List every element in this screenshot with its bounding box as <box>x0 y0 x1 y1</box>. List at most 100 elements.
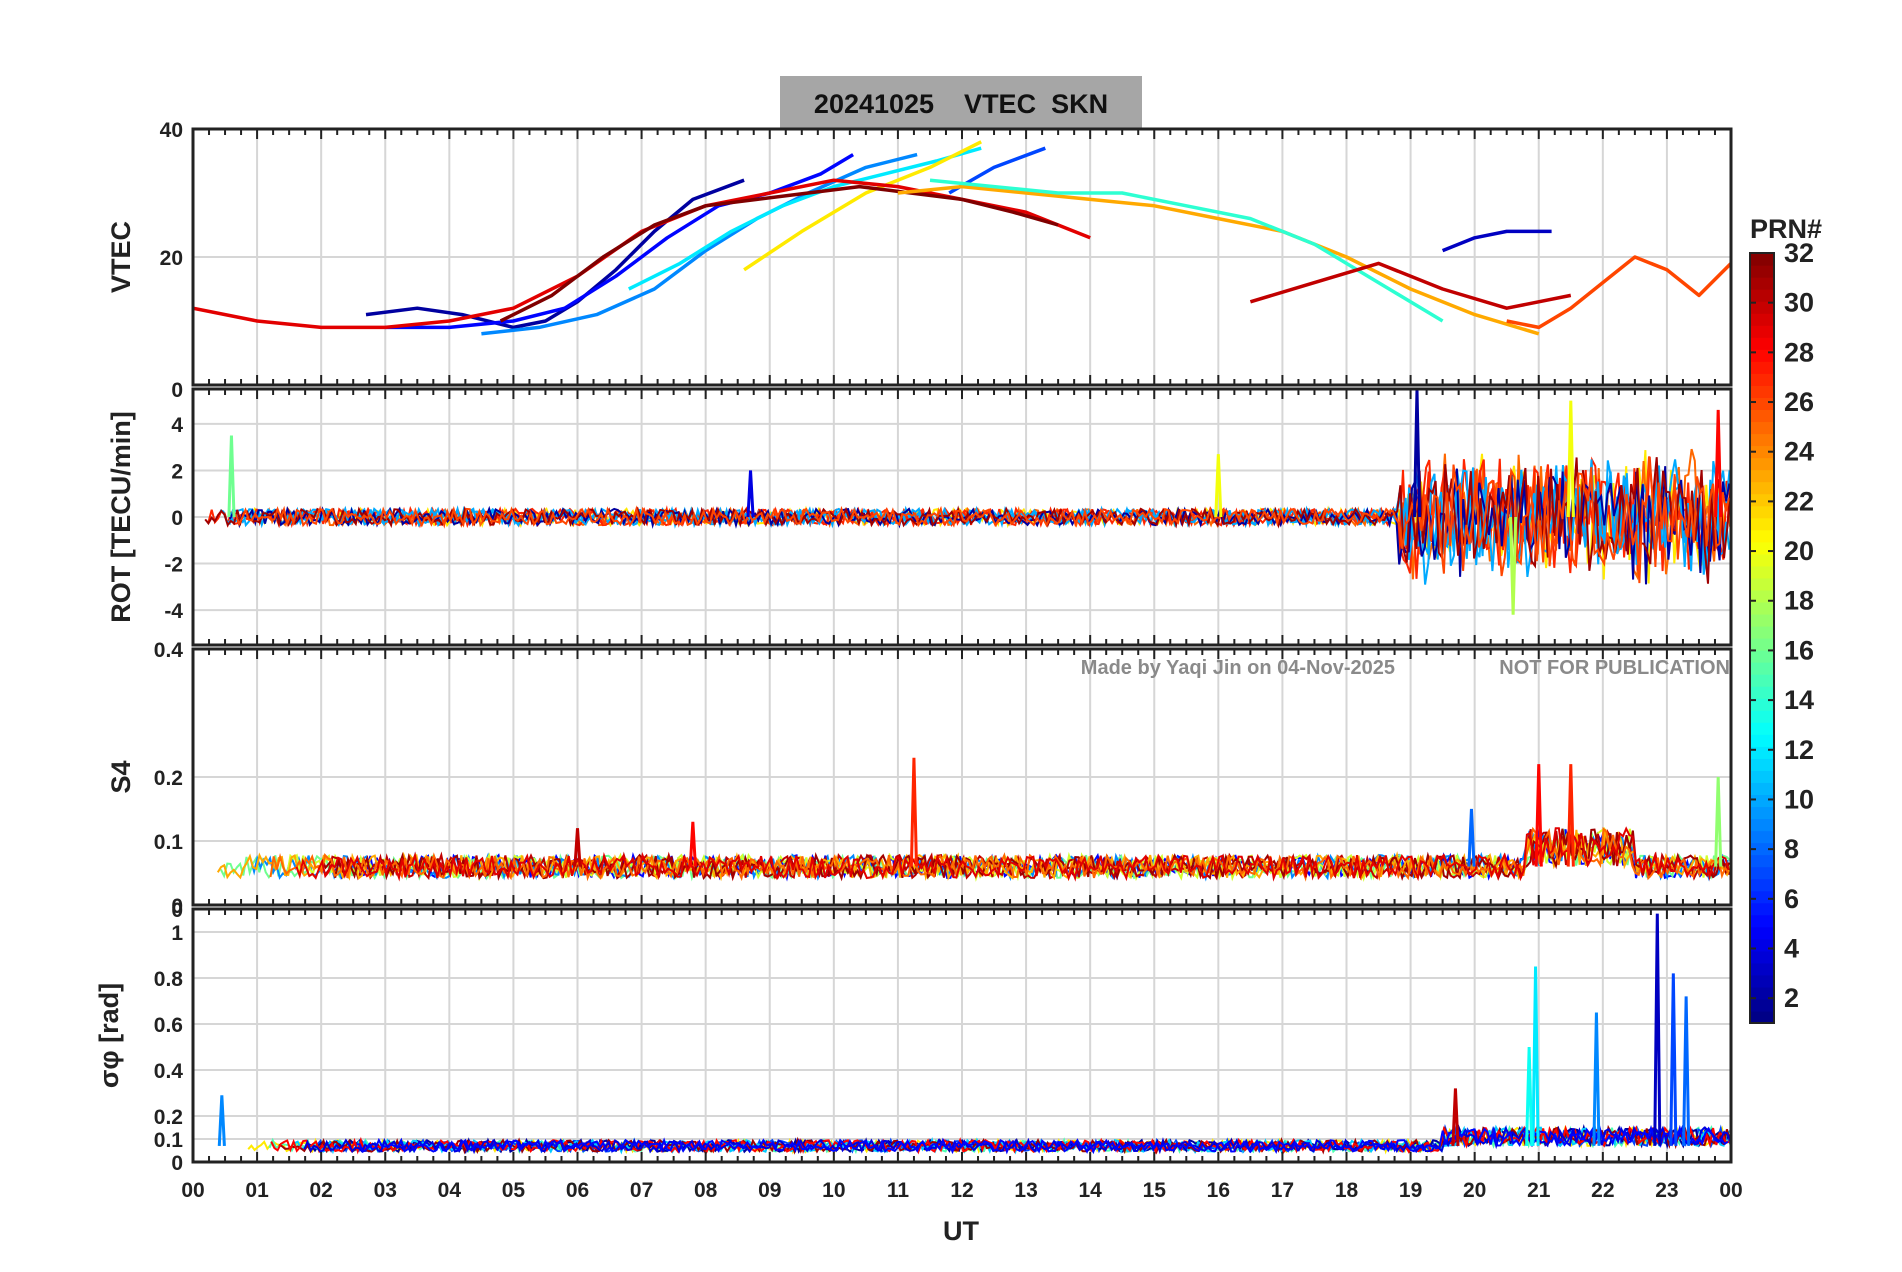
colorbar-stripe <box>1750 794 1774 808</box>
series-line-prn-30 <box>1249 261 1572 310</box>
spike-mark <box>1714 776 1723 867</box>
x-tick-label: 00 <box>1719 1179 1742 1202</box>
panel-s4: 0 0.1 0.2 0.4 S4 <box>106 639 1733 918</box>
colorbar-tick-label: 26 <box>1784 387 1814 417</box>
colorbar-stripe <box>1750 842 1774 856</box>
y-tick-label: 40 <box>160 119 183 142</box>
colorbar-stripe <box>1750 385 1774 398</box>
colorbar-tick-label: 12 <box>1784 735 1814 765</box>
series-line-prn-3 <box>1441 229 1552 253</box>
x-tick-label: 14 <box>1078 1179 1102 1202</box>
colorbar-stripe <box>1750 577 1774 591</box>
spike-mark <box>1451 1088 1460 1146</box>
x-tick-label: 21 <box>1527 1179 1551 1202</box>
colorbar-stripe <box>1750 854 1774 868</box>
x-tick-label: 22 <box>1591 1179 1614 1202</box>
colorbar-stripe <box>1750 698 1774 711</box>
colorbar-stripe <box>1750 890 1774 904</box>
y-tick-label: 0.1 <box>154 831 184 854</box>
x-tick-label: 20 <box>1463 1179 1486 1202</box>
y-top-label: 0 <box>171 899 183 922</box>
colorbar-stripe <box>1750 397 1774 411</box>
colorbar-tick-label: 24 <box>1784 437 1814 467</box>
x-tick-label: 19 <box>1399 1179 1422 1202</box>
noise-trace <box>295 826 1730 882</box>
colorbar-stripe <box>1750 541 1774 555</box>
colorbar-stripe <box>1750 650 1774 663</box>
x-tick-label: 17 <box>1271 1179 1294 1202</box>
colorbar-stripe <box>1750 373 1774 386</box>
colorbar-stripe <box>1750 505 1774 519</box>
spike-mark <box>1592 1012 1601 1146</box>
chart-title: 20241025 VTEC SKN <box>780 76 1142 128</box>
panel-data <box>204 389 1731 615</box>
colorbar-stripe <box>1750 553 1774 567</box>
spike-mark <box>573 828 582 867</box>
colorbar-stripe <box>1750 481 1774 495</box>
x-tick-label: 16 <box>1207 1179 1230 1202</box>
noise-trace <box>356 1124 1729 1155</box>
colorbar-stripe <box>1750 806 1774 820</box>
x-tick-label: 08 <box>694 1179 718 1202</box>
x-tick-label: 09 <box>758 1179 781 1202</box>
colorbar-tick-label: 22 <box>1784 486 1814 516</box>
x-tick-label: 23 <box>1655 1179 1678 1202</box>
colorbar-tick-label: 10 <box>1784 784 1814 814</box>
x-tick-label: 03 <box>374 1179 397 1202</box>
colorbar-tick-label: 4 <box>1784 933 1799 963</box>
colorbar-stripe <box>1750 253 1774 266</box>
colorbar-stripe <box>1750 301 1774 314</box>
y-axis-label-s4: S4 <box>106 760 136 793</box>
series-line-prn-9 <box>481 152 918 336</box>
colorbar-stripe <box>1750 601 1774 615</box>
x-tick-label: 02 <box>309 1179 332 1202</box>
spike-mark <box>1669 973 1678 1146</box>
colorbar-stripe <box>1750 974 1774 988</box>
colorbar-label: PRN# <box>1750 214 1822 244</box>
colorbar-stripe <box>1750 674 1774 687</box>
x-tick-label: 00 <box>181 1179 204 1202</box>
colorbar-stripe <box>1750 625 1774 639</box>
x-tick-label: 06 <box>566 1179 589 1202</box>
colorbar-stripe <box>1750 613 1774 627</box>
spike-mark <box>746 470 755 518</box>
colorbar-stripe <box>1750 902 1774 916</box>
panel-data <box>217 913 1731 1155</box>
colorbar-stripe <box>1750 493 1774 507</box>
x-tick-label: 05 <box>502 1179 526 1202</box>
y-tick-label: -4 <box>164 600 183 623</box>
colorbar-stripe <box>1750 517 1774 531</box>
colorbar-stripe <box>1750 866 1774 880</box>
series-line-prn-23 <box>897 184 1540 336</box>
colorbar-stripe <box>1750 830 1774 844</box>
colorbar-stripe <box>1750 638 1774 651</box>
colorbar-stripe <box>1750 565 1774 579</box>
spike-mark <box>1714 409 1723 518</box>
y-tick-label: 4 <box>171 414 183 437</box>
colorbar-stripe <box>1750 337 1774 350</box>
title-text: 20241025 VTEC SKN <box>814 89 1108 119</box>
panel-rot: -4 -2 0 2 4 0 ROT [TECU/min] <box>106 379 1733 647</box>
y-axis-label-sigma_phi: σφ [rad] <box>94 983 124 1088</box>
colorbar-stripe <box>1750 782 1774 796</box>
colorbar-frame <box>1749 252 1775 1024</box>
x-tick-label: 01 <box>245 1179 269 1202</box>
colorbar-stripe <box>1750 818 1774 832</box>
series-line-prn-32 <box>499 184 1059 323</box>
colorbar-stripe <box>1750 758 1774 771</box>
colorbar-stripe <box>1750 926 1774 940</box>
y-tick-label: 0.6 <box>154 1014 183 1037</box>
colorbar-stripe <box>1750 998 1774 1012</box>
y-tick-label: 0 <box>171 507 183 530</box>
colorbar-tick-label: 16 <box>1784 635 1814 665</box>
y-axis-label-rot: ROT [TECU/min] <box>106 411 136 622</box>
colorbar-stripe <box>1750 313 1774 326</box>
x-tick-label: 12 <box>950 1179 973 1202</box>
colorbar-stripe <box>1750 770 1774 783</box>
colorbar-stripe <box>1750 421 1774 435</box>
noise-trace <box>269 826 1730 882</box>
spike-mark <box>227 435 236 518</box>
spike-mark <box>1682 996 1691 1146</box>
y-tick-label: 0.2 <box>154 1106 183 1129</box>
